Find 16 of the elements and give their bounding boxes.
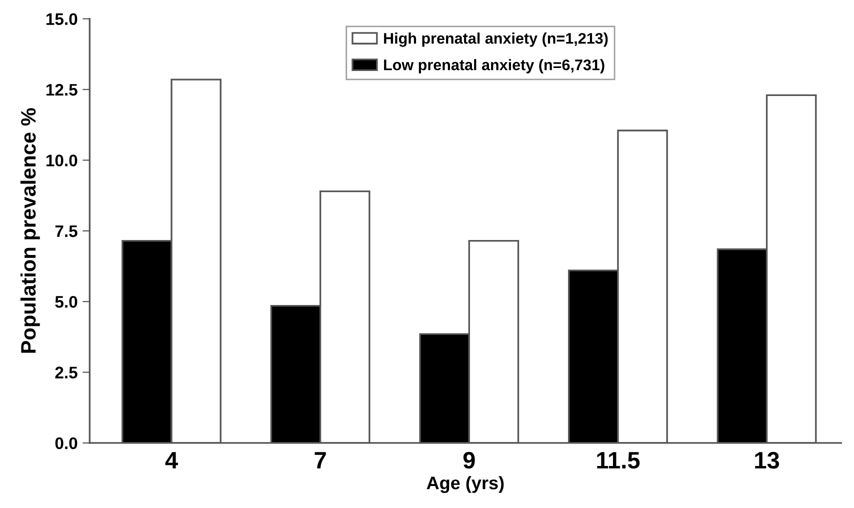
y-tick-label: 7.5 [55,225,78,238]
y-tick-label: 5.0 [55,296,78,308]
x-tick-label: 7 [314,452,326,468]
x-tick-label: 11.5 [597,452,640,469]
x-tick-label: 13 [755,452,780,469]
y-tick-label: 15.0 [46,13,78,25]
y-tick-label: 12.5 [46,84,78,96]
x-tick-label: 4 [165,452,178,468]
legend-label: High prenatal anxiety (n=1,213) [384,32,608,47]
x-axis-title: Age (yrs) [426,476,504,494]
legend-label: Low prenatal anxiety (n=6,731) [384,59,604,74]
x-tick-label: 9 [463,452,475,469]
y-tick-label: 2.5 [55,366,78,378]
y-axis-title: Population prevalence % [20,108,40,353]
y-tick-label: 0.0 [55,437,78,450]
y-tick-label: 10.0 [46,154,78,166]
